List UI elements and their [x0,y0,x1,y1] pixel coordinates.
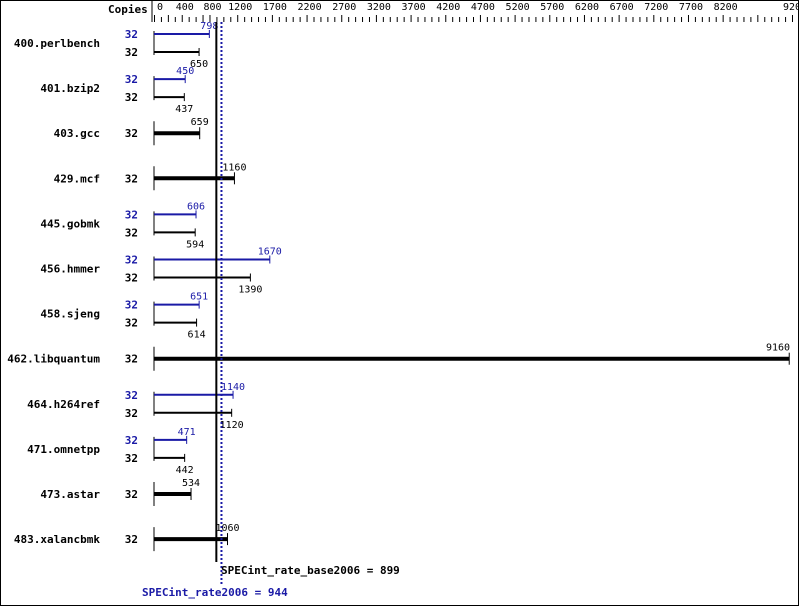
base-value: 1390 [238,285,262,296]
base-copies: 32 [125,407,138,420]
base-value: 1060 [215,523,239,534]
axis-tick-label: 3200 [367,2,391,13]
benchmark-name: 445.gobmk [40,217,100,230]
peak-copies: 32 [125,434,138,447]
benchmark-name: 400.perlbench [14,37,100,50]
axis-tick-label: 800 [203,2,221,13]
axis-tick-label: 6700 [610,2,634,13]
peak-copies: 32 [125,254,138,267]
benchmark-name: 464.h264ref [27,398,100,411]
base-copies: 32 [125,226,138,239]
axis-tick-label: 2200 [298,2,322,13]
peak-copies: 32 [125,389,138,402]
axis-tick-label: 7200 [644,2,668,13]
axis-tick-label: 6200 [575,2,599,13]
base-value: 9160 [766,343,790,354]
benchmark-name: 483.xalancbmk [14,533,100,546]
base-copies: 32 [125,317,138,330]
base-copies: 32 [125,127,138,140]
benchmark-name: 456.hmmer [40,263,100,276]
base-copies: 32 [125,533,138,546]
base-copies: 32 [125,172,138,185]
peak-copies: 32 [125,208,138,221]
axis-tick-label: 0 [157,2,163,13]
base-copies: 32 [125,452,138,465]
peak-copies: 32 [125,299,138,312]
base-value: 659 [191,117,209,128]
base-copies: 32 [125,353,138,366]
peak-value: 450 [176,66,194,77]
benchmark-name: 462.libquantum [7,353,100,366]
axis-tick-label: 5700 [540,2,564,13]
copies-header: Copies [108,3,148,16]
base-value: 1160 [222,162,246,173]
benchmark-name: 403.gcc [54,127,100,140]
axis-tick-label: 400 [176,2,194,13]
peak-copies: 32 [125,28,138,41]
base-copies: 32 [125,46,138,59]
peak-reference-label: SPECint_rate2006 = 944 [142,586,288,599]
axis-tick-label: 7700 [679,2,703,13]
axis-tick-label: 8200 [714,2,738,13]
axis-tick-label: 4200 [436,2,460,13]
axis-tick-label: 9200 [783,2,799,13]
peak-value: 1670 [258,247,282,258]
base-reference-label: SPECint_rate_base2006 = 899 [221,564,400,577]
axis-tick-label: 1200 [228,2,252,13]
peak-value: 798 [200,21,218,32]
peak-value: 606 [187,201,205,212]
axis-tick-label: 2700 [332,2,356,13]
benchmark-name: 429.mcf [54,172,100,185]
peak-value: 651 [190,292,208,303]
axis-tick-label: 3700 [402,2,426,13]
axis-tick-label: 1700 [263,2,287,13]
benchmark-name: 458.sjeng [40,308,100,321]
benchmark-name: 401.bzip2 [40,82,100,95]
benchmark-name: 473.astar [40,488,100,501]
base-copies: 32 [125,488,138,501]
base-value: 534 [182,478,200,489]
base-value: 437 [175,104,193,115]
benchmark-name: 471.omnetpp [27,443,100,456]
peak-value: 471 [178,427,196,438]
base-value: 594 [186,239,204,250]
base-value: 650 [190,59,208,70]
base-copies: 32 [125,272,138,285]
base-value: 614 [188,330,206,341]
base-copies: 32 [125,91,138,104]
axis-tick-label: 5200 [506,2,530,13]
base-value: 1120 [220,420,244,431]
peak-copies: 32 [125,73,138,86]
axis-tick-label: 4700 [471,2,495,13]
base-value: 442 [176,465,194,476]
peak-value: 1140 [221,382,245,393]
